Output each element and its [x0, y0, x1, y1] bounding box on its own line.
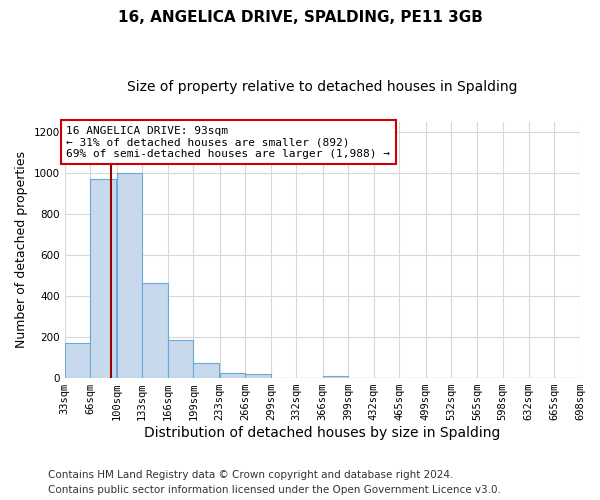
Bar [90, 179, 116, 378]
Bar [116, 173, 142, 378]
Text: Contains public sector information licensed under the Open Government Licence v3: Contains public sector information licen… [48, 485, 501, 495]
Text: 16 ANGELICA DRIVE: 93sqm
← 31% of detached houses are smaller (892)
69% of semi-: 16 ANGELICA DRIVE: 93sqm ← 31% of detach… [66, 126, 390, 159]
X-axis label: Distribution of detached houses by size in Spalding: Distribution of detached houses by size … [144, 426, 500, 440]
Text: 16, ANGELICA DRIVE, SPALDING, PE11 3GB: 16, ANGELICA DRIVE, SPALDING, PE11 3GB [118, 10, 482, 25]
Bar [142, 282, 168, 378]
Title: Size of property relative to detached houses in Spalding: Size of property relative to detached ho… [127, 80, 518, 94]
Bar [245, 374, 271, 378]
Bar [168, 340, 193, 378]
Bar [220, 373, 245, 378]
Text: Contains HM Land Registry data © Crown copyright and database right 2024.: Contains HM Land Registry data © Crown c… [48, 470, 454, 480]
Bar [323, 376, 348, 378]
Y-axis label: Number of detached properties: Number of detached properties [15, 152, 28, 348]
Bar [193, 362, 219, 378]
Bar [65, 343, 90, 378]
